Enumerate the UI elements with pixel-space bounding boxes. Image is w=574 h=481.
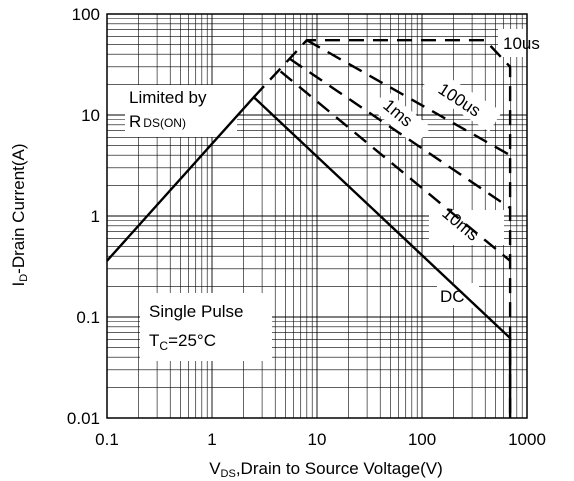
plot-frame [106,13,528,419]
y-axis-title-sub: D [18,274,30,282]
x-axis-title-main: V [209,459,221,478]
y-tick-label: 1 [91,207,100,226]
label-background [421,68,503,132]
tc-label-rest: =25°C [168,331,216,350]
rdson-label: R DS(ON) [129,112,186,131]
rdson-label-main: R [129,112,141,131]
x-axis-title: VDS,Drain to Source Voltage(V) [209,459,443,480]
series-line-1ms [289,57,511,209]
label-10us: 10us [503,34,540,53]
x-tick-label: 0.1 [95,430,119,449]
label-backgrounds [125,29,548,361]
series-lines [106,39,512,418]
tick-labels: 0.1 1 10 100 1000 0.01 0.1 1 10 100 [67,5,546,449]
x-tick-label: 1000 [508,430,546,449]
label-background [125,85,237,137]
label-background [429,210,504,245]
tc-label-main: T [149,331,159,350]
label-background [498,29,548,57]
label-dc: DC [440,287,465,306]
y-axis-title-rest: -Drain Current(A) [9,143,28,273]
series-line-10us [252,39,512,418]
tc-label: TC=25°C [149,331,216,353]
y-tick-label: 0.1 [76,308,100,327]
single-pulse-label: Single Pulse [149,302,244,321]
label-background [140,293,272,361]
series-line-100us [306,39,511,157]
rdson-label-sub: DS(ON) [143,116,186,130]
series-line-10ms [279,70,511,262]
x-tick-label: 1 [207,430,216,449]
limited-by-label: Limited by [129,88,207,107]
y-axis-title: ID-Drain Current(A) [9,143,30,286]
x-axis-title-rest: ,Drain to Source Voltage(V) [236,459,443,478]
y-axis-title-main: I [9,282,28,287]
y-tick-label: 10 [81,106,100,125]
y-tick-label: 0.01 [67,409,100,428]
x-axis-title-sub: DS [221,468,236,480]
label-background [371,90,431,146]
x-tick-label: 10 [308,430,327,449]
y-tick-label: 100 [72,5,100,24]
x-tick-label: 100 [408,430,436,449]
tc-label-sub: C [159,339,168,353]
